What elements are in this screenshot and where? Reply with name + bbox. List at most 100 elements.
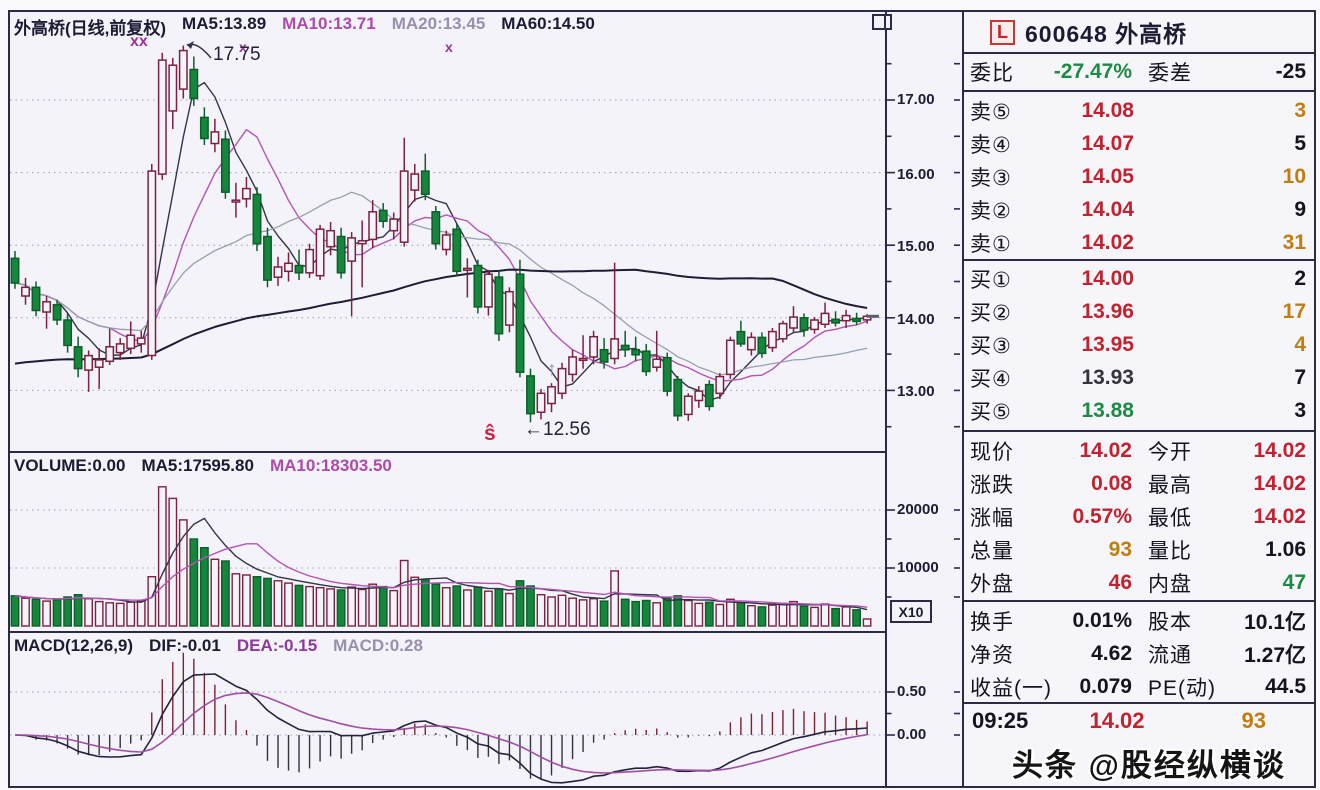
buy-row-1[interactable]: 买① 14.00 2 xyxy=(964,262,1314,295)
sell-5-price[interactable]: 14.08 xyxy=(1081,98,1134,122)
sell-4-price[interactable]: 14.07 xyxy=(1081,131,1134,155)
buy-row-5[interactable]: 买⑤ 13.88 3 xyxy=(964,394,1314,427)
price-axis-label: 16.00 xyxy=(897,166,935,183)
exchange-logo-icon: L xyxy=(990,19,1015,45)
sell-row-2[interactable]: 卖② 14.04 9 xyxy=(964,193,1314,226)
sell-row-4[interactable]: 卖④ 14.07 5 xyxy=(964,127,1314,160)
buy-5-qty: 3 xyxy=(1294,398,1306,422)
frame-panel-divider xyxy=(962,10,964,788)
stock-header: L 600648 外高桥 xyxy=(964,14,1314,50)
fin-value: 0.079 xyxy=(1079,674,1132,698)
price-axis-label: 15.00 xyxy=(897,238,935,255)
sell-2-price[interactable]: 14.04 xyxy=(1081,197,1134,221)
macd-label: MACD(12,26,9) xyxy=(14,636,134,655)
divider xyxy=(964,52,1314,54)
stat-value: 46 xyxy=(1108,570,1132,594)
stat-value: 14.02 xyxy=(1079,438,1132,462)
fin-value: 4.62 xyxy=(1091,641,1132,665)
buy-4-qty: 7 xyxy=(1294,365,1306,389)
stat-value: 14.02 xyxy=(1253,471,1306,495)
fin-label: 净资 xyxy=(970,643,1014,667)
stat-row-volume: 总量 93 量比 1.06 xyxy=(964,533,1314,566)
layout-toggle-icon[interactable] xyxy=(872,14,892,30)
buy-1-price[interactable]: 14.00 xyxy=(1081,266,1134,290)
fin-value: 1.27亿 xyxy=(1244,643,1306,667)
buy-3-label: 买③ xyxy=(970,334,1012,358)
tick-time: 09:25 xyxy=(972,708,1029,733)
ma5-legend: MA5:13.89 xyxy=(182,14,267,33)
sell-3-label: 卖③ xyxy=(970,166,1012,190)
volume-multiplier-badge: X10 xyxy=(890,600,932,623)
macd-header: MACD(12,26,9) DIF:-0.01 DEA:-0.15 MACD:0… xyxy=(14,636,423,656)
stat-label: 量比 xyxy=(1148,539,1192,563)
buy-5-label: 买⑤ xyxy=(970,400,1012,424)
fin-row-turnover: 换手 0.01% 股本 10.1亿 xyxy=(964,604,1314,637)
chart-area-background xyxy=(10,12,963,786)
weibi-label: 委比 xyxy=(970,62,1014,85)
ma10-legend: MA10:13.71 xyxy=(282,14,376,33)
buy-5-price[interactable]: 13.88 xyxy=(1081,398,1134,422)
buy-row-3[interactable]: 买③ 13.95 4 xyxy=(964,328,1314,361)
sell-2-qty: 9 xyxy=(1294,197,1306,221)
sell-row-5[interactable]: 卖⑤ 14.08 3 xyxy=(964,94,1314,127)
sell-1-label: 卖① xyxy=(970,232,1012,256)
sell-row-1[interactable]: 卖① 14.02 31 xyxy=(964,226,1314,259)
buy-1-label: 买① xyxy=(970,268,1012,292)
frame-right xyxy=(1314,10,1316,788)
tick-price: 14.02 xyxy=(1089,708,1145,733)
sell-3-qty: 10 xyxy=(1282,164,1306,188)
fin-row-eps: 收益(一) 0.079 PE(动) 44.5 xyxy=(964,670,1314,703)
stat-value: 14.02 xyxy=(1253,504,1306,528)
sell-5-qty: 3 xyxy=(1294,98,1306,122)
volume-axis-label: 20000 xyxy=(897,501,939,518)
buy-3-qty: 4 xyxy=(1294,332,1306,356)
volume-ma5-legend: MA5:17595.80 xyxy=(141,456,254,475)
divider xyxy=(964,90,1314,92)
dea-legend: DEA:-0.15 xyxy=(236,636,318,655)
stat-label: 今开 xyxy=(1148,440,1192,464)
buy-4-price[interactable]: 13.93 xyxy=(1081,365,1134,389)
fin-label: 收益(一) xyxy=(970,676,1052,700)
stock-chart-canvas[interactable] xyxy=(9,11,960,787)
buy-2-label: 买② xyxy=(970,301,1012,325)
stat-value: 14.02 xyxy=(1253,438,1306,462)
macd-axis-label: 0.50 xyxy=(897,683,927,700)
buy-2-price[interactable]: 13.96 xyxy=(1081,299,1134,323)
sell-row-3[interactable]: 卖③ 14.05 10 xyxy=(964,160,1314,193)
sell-3-price[interactable]: 14.05 xyxy=(1081,164,1134,188)
fin-label: 换手 xyxy=(970,610,1014,634)
sell-5-label: 卖⑤ xyxy=(970,100,1012,124)
buy-row-4[interactable]: 买④ 13.93 7 xyxy=(964,361,1314,394)
macd-value-legend: MACD:0.28 xyxy=(333,636,423,655)
macd-axis-label: 0.00 xyxy=(897,726,927,743)
weicha-value: -25 xyxy=(1275,60,1306,83)
buy-row-2[interactable]: 买② 13.96 17 xyxy=(964,295,1314,328)
volume-axis-label: 10000 xyxy=(897,559,939,576)
buy-3-price[interactable]: 13.95 xyxy=(1081,332,1134,356)
divider xyxy=(964,702,1314,704)
buy-2-qty: 17 xyxy=(1282,299,1306,323)
stat-value: 1.06 xyxy=(1265,537,1306,561)
sell-4-label: 卖④ xyxy=(970,133,1012,157)
stat-row-lots: 外盘 46 内盘 47 xyxy=(964,566,1314,599)
fin-row-assets: 净资 4.62 流通 1.27亿 xyxy=(964,637,1314,670)
weibi-row: 委比 -27.47% 委差 -25 xyxy=(964,56,1314,88)
weibi-value: -27.47% xyxy=(1053,60,1132,83)
fin-label: 流通 xyxy=(1148,643,1192,667)
stat-label: 涨幅 xyxy=(970,506,1014,530)
frame-bottom xyxy=(8,786,1316,788)
fin-value: 10.1亿 xyxy=(1244,610,1306,634)
chart-title: 外高桥(日线,前复权) xyxy=(14,19,167,38)
watermark: 头条 @股经纵横谈 xyxy=(1012,748,1286,783)
sell-1-price[interactable]: 14.02 xyxy=(1081,230,1134,254)
volume-label: VOLUME:0.00 xyxy=(14,456,126,475)
volume-ma10-legend: MA10:18303.50 xyxy=(269,456,392,475)
stat-label: 外盘 xyxy=(970,572,1014,596)
stat-value: 0.57% xyxy=(1072,504,1132,528)
ma20-legend: MA20:13.45 xyxy=(391,14,486,33)
sell-4-qty: 5 xyxy=(1294,131,1306,155)
main-chart-header: 外高桥(日线,前复权) MA5:13.89 MA10:13.71 MA20:13… xyxy=(14,14,595,39)
quote-panel: L 600648 外高桥 委比 -27.47% 委差 -25 卖⑤ 14.08 … xyxy=(964,12,1314,786)
stat-label: 现价 xyxy=(970,440,1014,464)
buy-4-label: 买④ xyxy=(970,367,1012,391)
